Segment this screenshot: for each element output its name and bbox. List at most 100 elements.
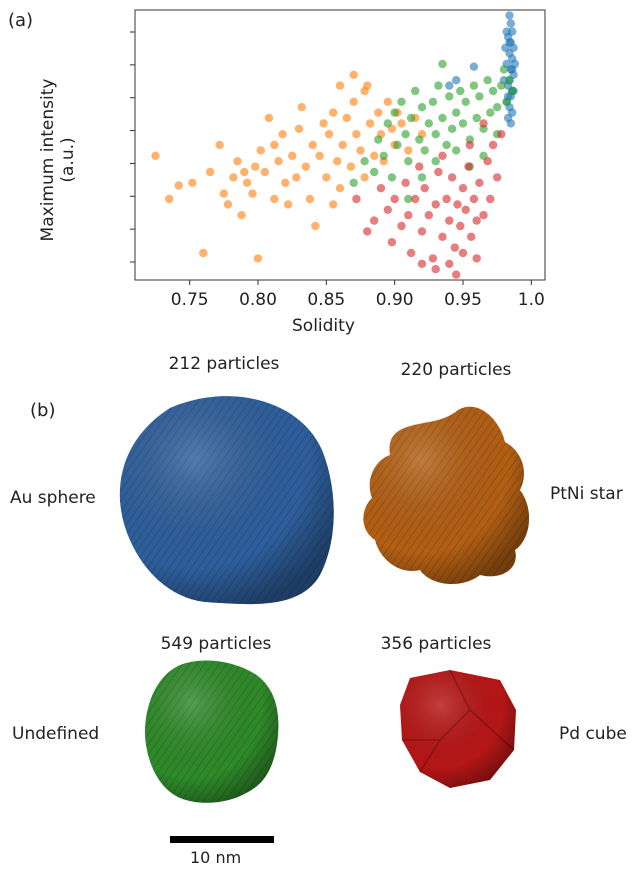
scatter-point [445,216,454,225]
scatter-point [434,81,443,90]
x-tick-label: 0.95 [444,290,482,310]
scatter-point [461,205,470,214]
scatter-point [406,113,416,123]
particle-renderings [119,396,530,803]
ptni-star-label: PtNi star [550,484,623,504]
scatter-point [365,119,375,128]
scatter-point [458,248,468,258]
scatter-point [424,119,433,128]
scatter-point [415,135,424,144]
scatter-point [387,173,397,182]
scatter-point [431,265,440,274]
scatter-point [472,113,481,123]
ptni-star-particle [363,406,530,585]
scatter-point [452,270,461,279]
scatter-point [335,81,345,90]
scatter-point [397,221,406,231]
scatter-point [397,97,406,107]
scatter-point [383,119,392,128]
scatter-point [264,113,274,123]
scatter-point [270,194,279,204]
scatter-point [404,157,413,166]
scatter-point [456,221,465,231]
scatter-point [174,181,183,190]
scatter-point [483,76,492,85]
scatter-point [499,65,509,74]
scatter-point [420,146,429,155]
scatter-point [453,200,462,209]
scatter-point [370,151,379,160]
scatter-point [346,162,356,171]
cube-count-caption: 356 particles [380,634,492,654]
scatter-point [349,70,358,80]
scatter-point [294,124,304,133]
scatter-point [411,86,420,96]
scatter-point [438,113,447,123]
scatter-point [260,167,269,177]
scatter-point [475,92,484,101]
scatter-point [493,103,502,112]
undefined-particle [145,660,279,803]
scatter-point [467,232,476,241]
pd-cube-label: Pd cube [559,724,627,744]
scatter-point [270,140,279,150]
scatter-point [505,38,514,47]
scatter-point [505,76,514,85]
scatter-point [411,194,420,204]
scatter-point [322,173,331,182]
scatter-point [502,27,511,36]
scatter-point [288,151,297,160]
scatter-point [248,189,257,198]
scatter-point [479,119,488,128]
scatter-point [352,194,361,204]
au-sphere-label: Au sphere [10,488,96,508]
scatter-point [383,97,392,107]
x-tick-label: 0.85 [307,290,345,310]
scatter-point [505,11,514,20]
scatter-point [483,157,492,166]
scatter-point [253,254,263,263]
scatter-point [442,140,451,150]
scatter-point [472,254,481,263]
scatter-point [237,211,246,220]
panel-b-label: (b) [30,400,56,421]
au-sphere-particle [119,396,334,605]
scatter-point [352,130,361,139]
scatter-point [447,124,457,133]
scatter-point [305,194,315,204]
scatter-point [428,254,438,263]
scatter-point [497,130,506,139]
scatter-point [349,178,358,187]
scatter-point [308,140,317,150]
scatter-point [240,167,249,177]
scatter-point [479,211,488,220]
scatter-point [461,97,470,107]
scatter-point [229,173,238,182]
scatter-point [219,189,228,198]
scatter-point [438,151,447,160]
scatter-point [333,157,342,166]
scatter-point [278,130,287,139]
scatter-point [420,184,429,193]
scatter-point [223,200,233,209]
scatter-point [445,92,454,101]
scatter-point [251,162,260,171]
scatter-point [370,216,379,225]
undefined-count-caption: 549 particles [160,634,272,654]
scatter-point [401,130,410,139]
scatter-point [417,173,427,182]
scatter-point [438,59,447,69]
scatter-point [215,140,224,150]
scatter-point [445,259,454,268]
scatter-point [401,178,410,187]
scatter-point [390,108,399,117]
scatter-point [452,108,461,117]
scatter-point [417,259,427,268]
scatter-point [393,140,402,150]
scatter-point [506,119,515,128]
scatter-point [406,248,416,258]
scatter-point [458,184,468,193]
scatter-point [469,62,479,71]
scatter-point [199,248,208,258]
scatter-point [335,184,345,193]
